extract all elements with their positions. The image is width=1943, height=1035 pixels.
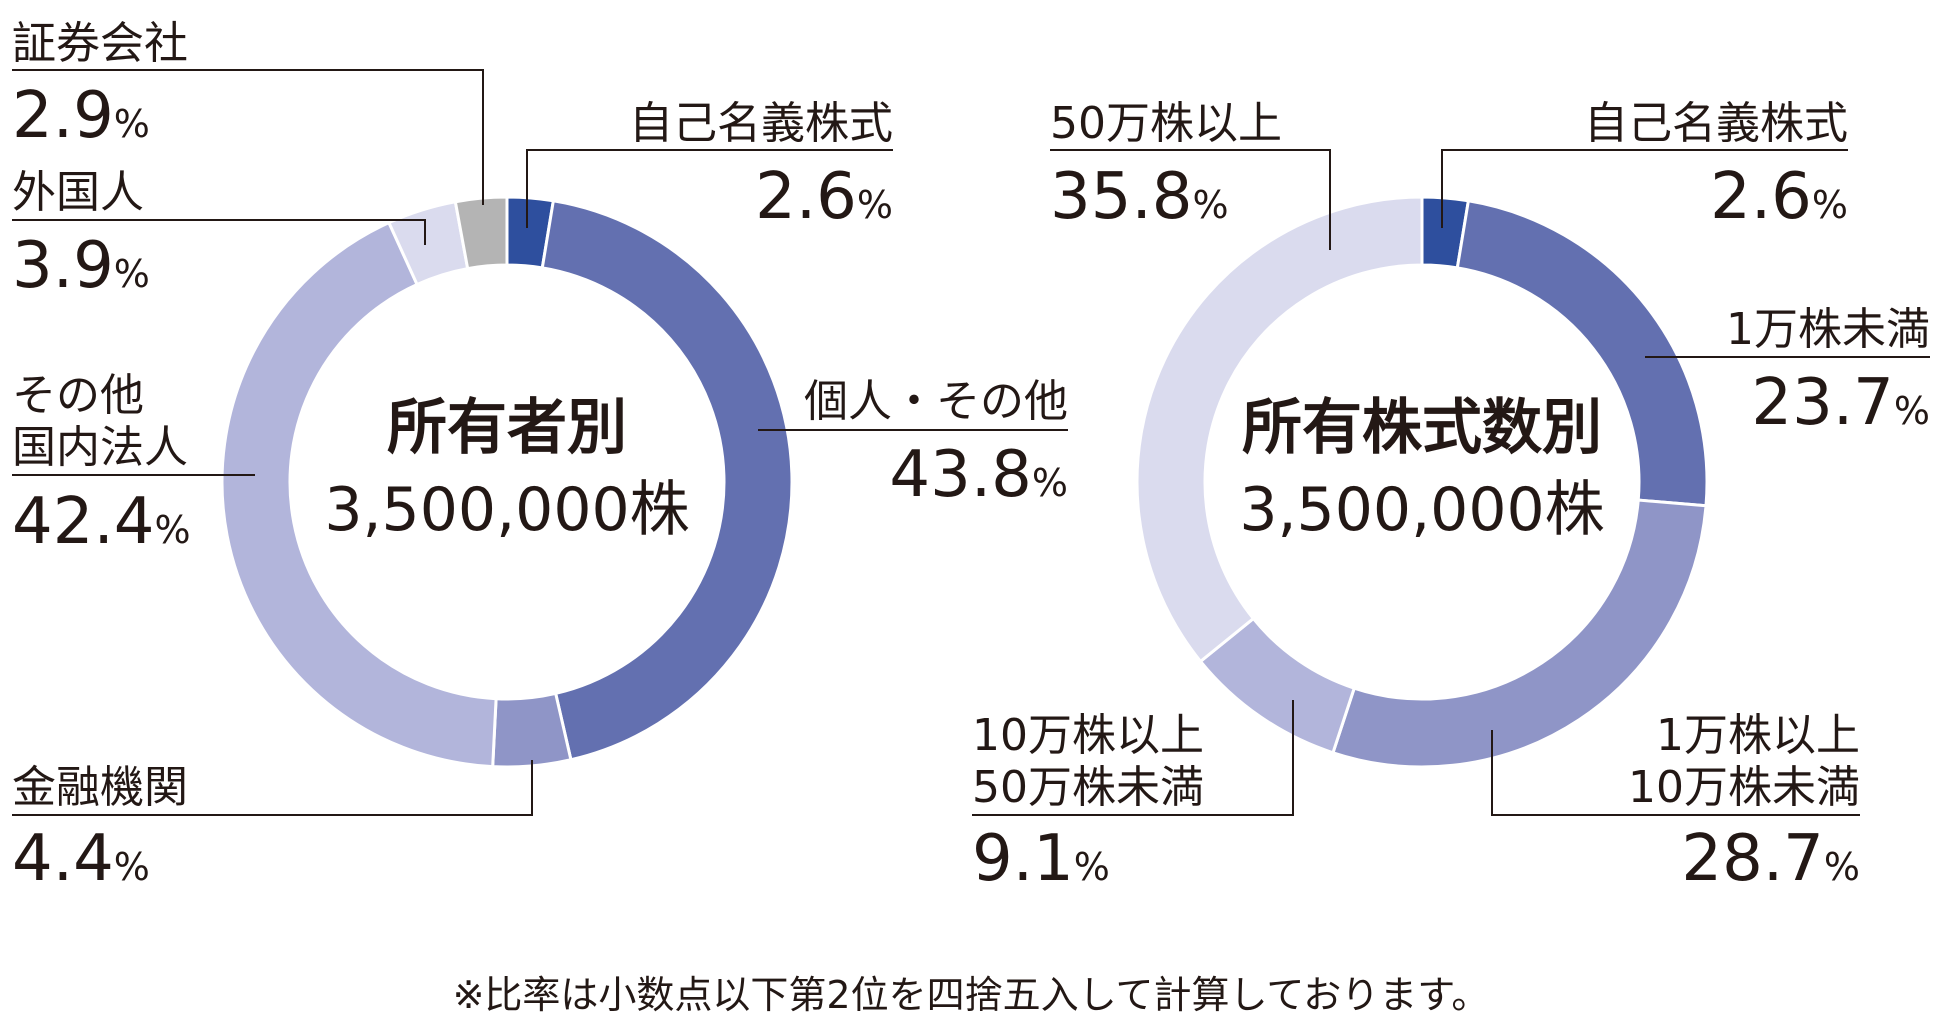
value-securities: 2.9%	[12, 79, 150, 153]
label-under-10k: 1万株未満	[1726, 304, 1930, 355]
donut-slice-left-1	[540, 199, 794, 762]
leader-lines-right	[972, 149, 1930, 816]
value-foreign: 3.9%	[12, 229, 150, 303]
center-total-left: 3,500,000株	[324, 475, 689, 545]
label-treasury-right: 自己名義株式	[1584, 98, 1848, 149]
label-domestic-line1: その他	[12, 370, 144, 421]
donut-by-owner	[220, 195, 794, 769]
donut-slice-left-3	[220, 220, 498, 769]
value-treasury-right: 2.6%	[1710, 160, 1848, 234]
value-under-10k: 23.7%	[1751, 366, 1930, 440]
center-total-right: 3,500,000株	[1239, 475, 1604, 545]
label-10k-100k-line1: 1万株以上	[1656, 710, 1860, 761]
value-treasury-left: 2.6%	[755, 160, 893, 234]
label-over-500k: 50万株以上	[1050, 98, 1282, 149]
donut-slice-right-2	[1331, 498, 1708, 769]
label-securities: 証券会社	[12, 18, 188, 69]
center-title-right: 所有株式数別	[1242, 393, 1602, 463]
label-100k-500k-line2: 50万株未満	[972, 762, 1204, 813]
donut-slice-left-5	[453, 195, 509, 271]
value-100k-500k: 9.1%	[972, 822, 1110, 896]
label-individual: 個人・その他	[804, 376, 1068, 427]
label-100k-500k-line1: 10万株以上	[972, 710, 1204, 761]
donut-slice-right-4	[1135, 195, 1424, 664]
label-foreign: 外国人	[12, 167, 144, 218]
value-over-500k: 35.8%	[1050, 160, 1229, 234]
value-10k-100k: 28.7%	[1681, 822, 1860, 896]
center-title-left: 所有者別	[387, 393, 627, 463]
label-10k-100k-line2: 10万株未満	[1628, 762, 1860, 813]
donut-by-shares-held	[1135, 195, 1709, 769]
label-domestic-line2: 国内法人	[12, 422, 188, 473]
value-domestic: 42.4%	[12, 485, 191, 559]
footnote: ※比率は小数点以下第2位を四捨五入して計算しております。	[453, 973, 1490, 1017]
value-individual: 43.8%	[889, 438, 1068, 512]
label-financial: 金融機関	[12, 762, 188, 813]
leader-lines-left	[12, 69, 1068, 816]
label-treasury-left: 自己名義株式	[629, 98, 893, 149]
donut-slice-left-2	[491, 691, 573, 769]
value-financial: 4.4%	[12, 822, 150, 896]
